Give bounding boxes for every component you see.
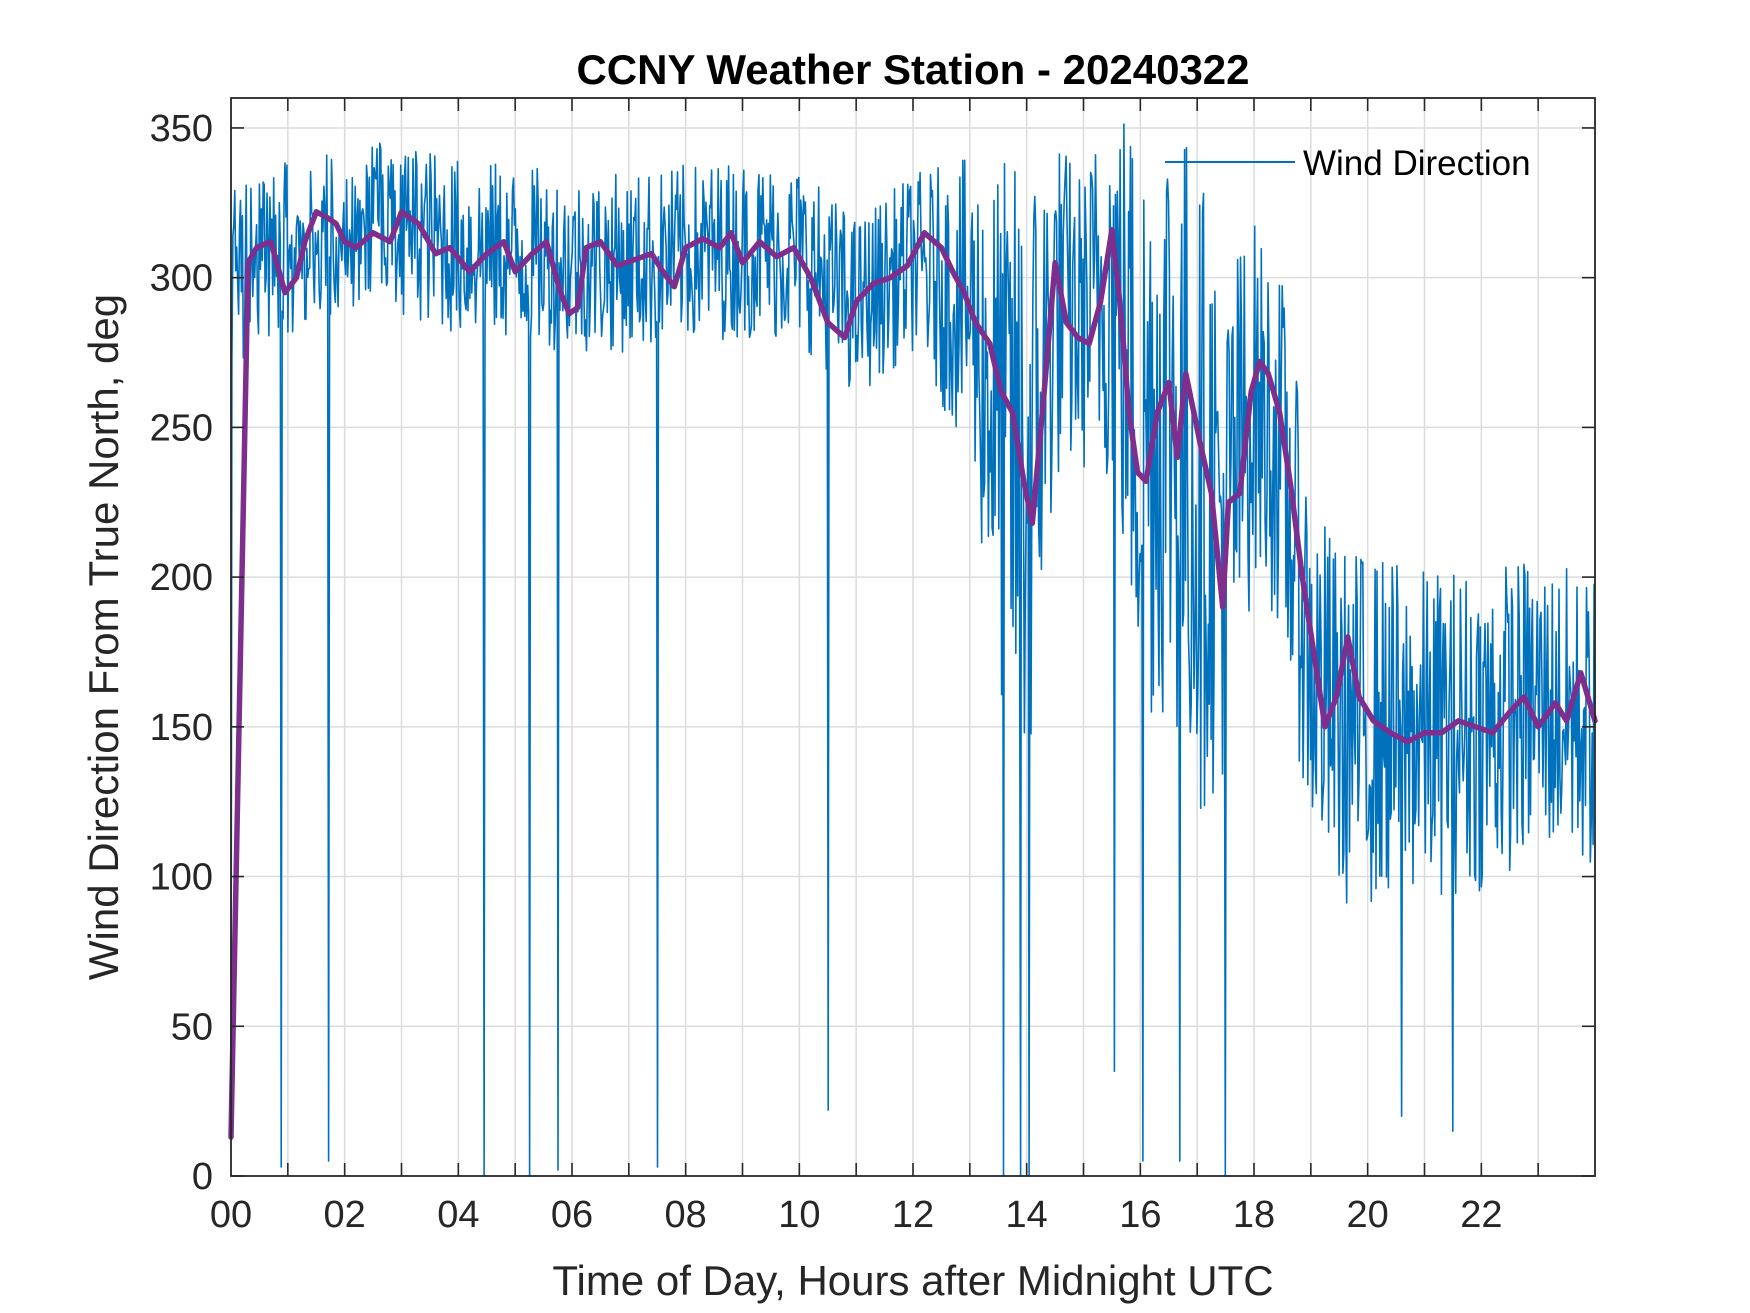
- y-tick-label: 100: [150, 857, 213, 899]
- x-tick-label: 14: [1006, 1194, 1048, 1236]
- x-tick-label: 02: [324, 1194, 366, 1236]
- axis-ticks: 00 02 04 06 08 10 12 14 16 18 20 22 0 50 100 150 200 250 3…: [150, 98, 1595, 1236]
- series-layer: [228, 123, 1598, 1177]
- y-tick-label: 150: [150, 707, 213, 749]
- y-tick-label: 0: [192, 1156, 213, 1198]
- x-tick-label: 00: [210, 1194, 252, 1236]
- x-tick-label: 22: [1460, 1194, 1502, 1236]
- chart-title: CCNY Weather Station - 20240322: [576, 46, 1249, 93]
- y-tick-label: 200: [150, 557, 213, 599]
- y-axis-label: Wind Direction From True North, deg: [80, 294, 127, 980]
- legend-label-wind-direction: Wind Direction: [1303, 144, 1531, 183]
- x-tick-label: 04: [437, 1194, 479, 1236]
- x-axis-label: Time of Day, Hours after Midnight UTC: [552, 1257, 1273, 1304]
- running-mean-series: [228, 209, 1598, 1140]
- legend: Wind Direction: [1165, 144, 1531, 183]
- y-tick-label: 50: [171, 1006, 213, 1048]
- x-tick-label: 06: [551, 1194, 593, 1236]
- y-tick-label: 300: [150, 258, 213, 300]
- y-tick-label: 350: [150, 108, 213, 150]
- x-tick-label: 16: [1119, 1194, 1161, 1236]
- y-tick-label: 250: [150, 407, 213, 449]
- x-tick-label: 20: [1347, 1194, 1389, 1236]
- x-tick-label: 18: [1233, 1194, 1275, 1236]
- x-tick-label: 10: [778, 1194, 820, 1236]
- x-tick-label: 12: [892, 1194, 934, 1236]
- wind-direction-series: [230, 123, 1596, 1177]
- x-tick-label: 08: [665, 1194, 707, 1236]
